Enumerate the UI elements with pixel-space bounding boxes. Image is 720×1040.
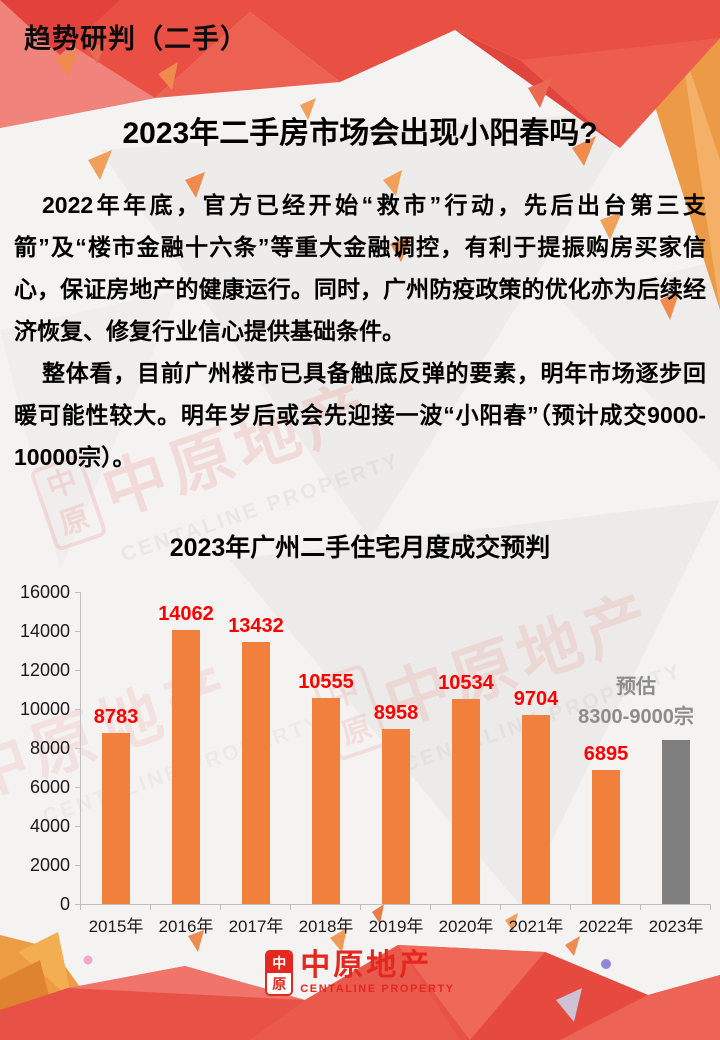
x-tick-mark	[360, 905, 361, 910]
x-tick-mark	[430, 905, 431, 910]
y-tick-mark	[75, 709, 80, 710]
y-tick-mark	[75, 826, 80, 827]
x-tick-label: 2020年	[438, 917, 494, 936]
bar-value-label: 10555	[298, 671, 354, 694]
page-header-label: 趋势研判（二手）	[24, 24, 248, 54]
x-tick-label: 2016年	[158, 917, 214, 936]
x-tick-mark	[570, 905, 571, 910]
estimate-label-line: 预估	[616, 676, 656, 698]
y-tick-label: 12000	[19, 660, 70, 680]
bar	[242, 642, 270, 904]
x-axis	[80, 904, 711, 905]
y-tick-label: 14000	[19, 621, 70, 641]
bar-value-label: 13432	[228, 615, 284, 638]
x-tick-label: 2023年	[648, 917, 704, 936]
bar-value-label: 14062	[158, 602, 214, 625]
chart-title: 2023年广州二手住宅月度成交预判	[169, 534, 551, 562]
x-tick-label: 2022年	[578, 917, 634, 936]
y-tick-mark	[75, 904, 80, 905]
paragraph: 2022年年底，官方已经开始“救市”行动，先后出台第三支箭”及“楼市金融十六条”…	[14, 192, 706, 344]
y-tick-mark	[75, 592, 80, 593]
x-tick-label: 2021年	[508, 917, 564, 936]
x-tick-label: 2018年	[298, 917, 354, 936]
estimate-bar	[662, 740, 690, 904]
y-tick-label: 4000	[29, 816, 70, 836]
bar	[592, 769, 620, 904]
x-tick-mark	[640, 905, 641, 910]
y-tick-mark	[75, 631, 80, 632]
bar-value-label: 8783	[93, 705, 139, 728]
bar	[312, 698, 340, 904]
y-tick-label: 2000	[29, 855, 70, 875]
bar	[452, 698, 480, 904]
x-tick-label: 2019年	[368, 917, 424, 936]
body-text: 2022年年底，官方已经开始“救市”行动，先后出台第三支箭”及“楼市金融十六条”…	[14, 184, 706, 478]
y-tick-label: 6000	[29, 777, 70, 797]
y-tick-mark	[75, 748, 80, 749]
bar	[522, 714, 550, 904]
x-tick-mark	[290, 905, 291, 910]
logo-text: 中原地产	[300, 949, 433, 982]
y-tick-mark	[75, 865, 80, 866]
estimate-label: 预估 8300-9000宗	[556, 672, 716, 732]
bar	[102, 732, 130, 904]
x-tick-mark	[220, 905, 221, 910]
y-tick-label: 8000	[29, 738, 70, 758]
y-tick-label: 16000	[19, 582, 70, 602]
y-tick-mark	[75, 787, 80, 788]
estimate-label-line: 8300-9000宗	[578, 706, 694, 728]
paragraph: 整体看，目前广州楼市已具备触底反弹的要素，明年市场逐步回暖可能性较大。明年岁后或…	[14, 360, 706, 470]
bar-value-label: 8958	[373, 702, 419, 725]
y-tick-mark	[75, 670, 80, 671]
x-tick-mark	[150, 905, 151, 910]
bar-value-label: 10534	[438, 671, 494, 694]
x-tick-mark	[500, 905, 501, 910]
footer-logo: 中 原 中原地产 CENTALINE PROPERTY	[0, 950, 720, 996]
x-tick-mark	[80, 905, 81, 910]
bar	[172, 629, 200, 904]
centaline-seal-icon: 中 原	[265, 950, 294, 996]
y-tick-label: 0	[59, 894, 70, 914]
x-tick-mark	[710, 905, 711, 910]
bar-value-label: 9704	[513, 687, 559, 710]
y-tick-label: 10000	[19, 699, 70, 719]
y-axis	[80, 592, 81, 905]
logo-subtext: CENTALINE PROPERTY	[300, 983, 455, 995]
x-tick-label: 2017年	[228, 917, 284, 936]
x-tick-label: 2015年	[88, 917, 144, 936]
bar-chart: 0 2000 4000 6000 8000 10000 12000 14000 16000 878…	[0, 580, 720, 940]
page-title: 2023年二手房市场会出现小阳春吗?	[122, 117, 598, 150]
bar	[382, 729, 410, 904]
bar-value-label: 6895	[583, 742, 629, 765]
